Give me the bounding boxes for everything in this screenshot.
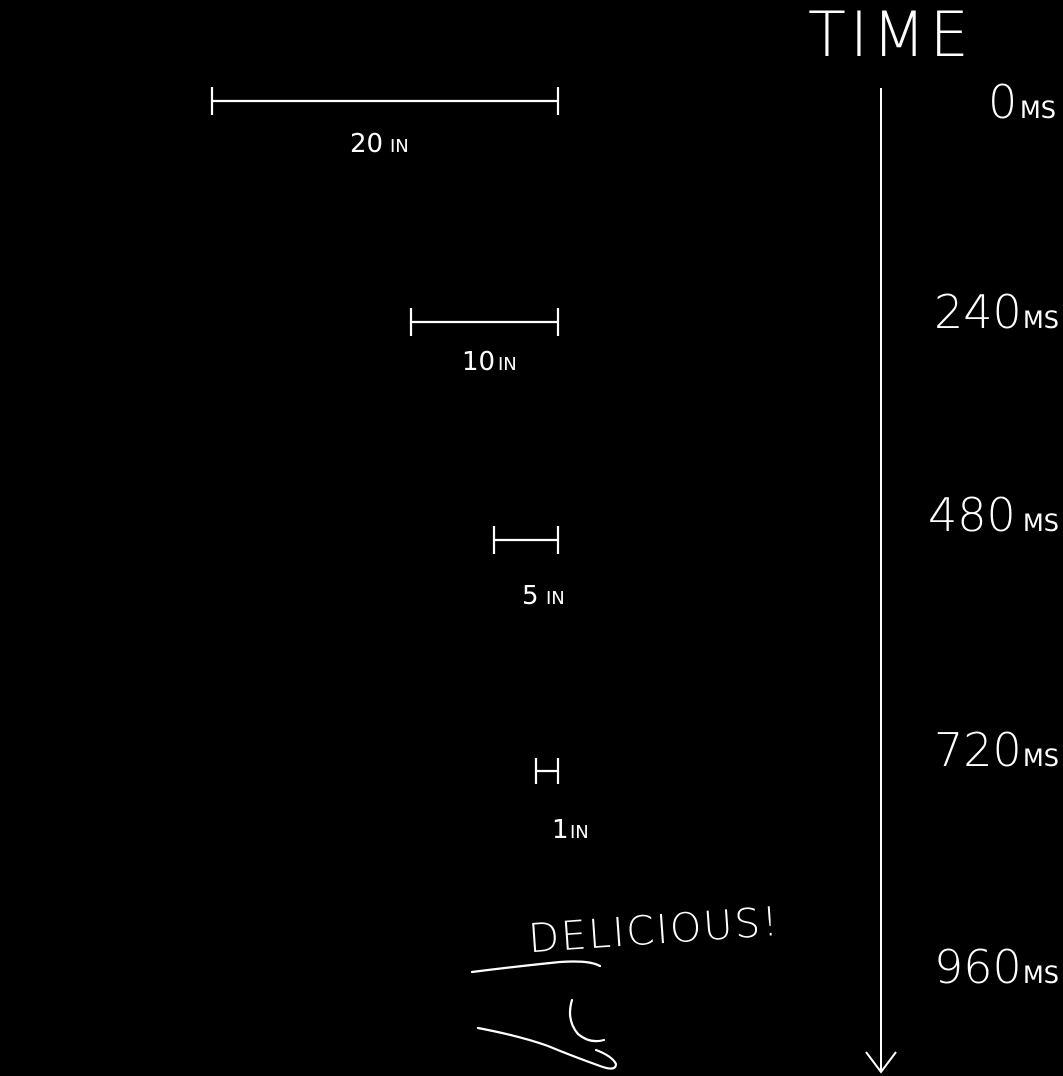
distance-bracket-10in [409,308,560,336]
hand-icon [0,46,204,193]
svg-text:20: 20 [350,129,383,159]
svg-text:IN: IN [390,136,409,157]
time-label-480: 480 MS [928,488,1059,542]
muffin-icon [559,38,665,146]
svg-text:MS: MS [1023,306,1059,334]
muffin-icon [559,700,665,808]
hand-icon [284,486,488,632]
svg-text:MS: MS [1023,961,1059,989]
time-label-0: 0 MS [988,75,1056,129]
svg-text:5: 5 [522,581,539,611]
distance-label-20in: 20 IN [350,129,409,159]
distance-label-10in: 10 IN [462,347,517,377]
muffin-icon [559,258,665,366]
svg-text:720: 720 [934,723,1022,777]
time-label-240: 240 MS [934,285,1059,339]
time-axis [865,88,897,1074]
distance-bracket-5in [492,526,560,554]
time-title: TIME [808,0,973,71]
svg-text:1: 1 [552,815,569,845]
svg-text:240: 240 [934,285,1022,339]
distance-bracket-1in [534,758,560,784]
svg-text:IN: IN [498,354,517,375]
hand-icon [470,960,618,1070]
svg-text:MS: MS [1020,96,1056,124]
time-label-720: 720 MS [934,723,1059,777]
hand-icon [202,264,406,410]
distance-bracket-20in [210,87,560,115]
muffin-icon [559,476,665,584]
distance-label-1in: 1 IN [552,815,589,845]
svg-text:480: 480 [928,488,1016,542]
svg-text:MS: MS [1023,744,1059,772]
down-arrow-icon [865,1051,897,1074]
svg-text:MS: MS [1023,509,1059,537]
svg-text:IN: IN [570,822,589,843]
distance-label-5in: 5 IN [522,581,565,611]
svg-text:10: 10 [462,347,495,377]
svg-text:960: 960 [934,940,1022,994]
svg-text:0: 0 [988,75,1017,129]
delicious-exclamation: DELICIOUS! [527,899,782,962]
time-label-960: 960 MS [934,940,1059,994]
svg-text:IN: IN [546,588,565,609]
hand-icon [330,710,534,856]
